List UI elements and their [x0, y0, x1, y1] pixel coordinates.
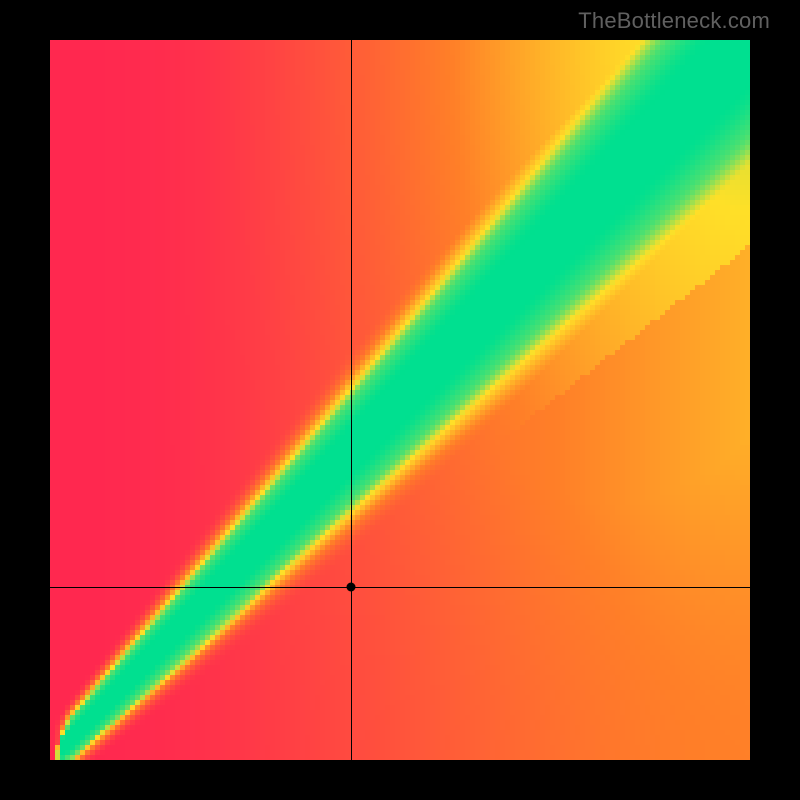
crosshair-horizontal — [50, 587, 750, 588]
crosshair-point — [347, 583, 356, 592]
watermark-text: TheBottleneck.com — [578, 8, 770, 34]
chart-container: TheBottleneck.com — [0, 0, 800, 800]
bottleneck-heatmap — [50, 40, 750, 760]
plot-area — [50, 40, 750, 760]
crosshair-vertical — [351, 40, 352, 760]
